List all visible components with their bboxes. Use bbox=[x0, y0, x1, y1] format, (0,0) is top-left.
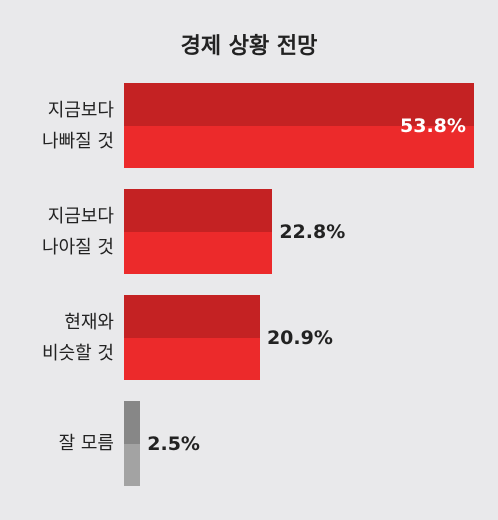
bar bbox=[124, 83, 474, 168]
bar-shade bbox=[124, 189, 273, 232]
bar bbox=[124, 401, 141, 486]
value-label: 2.5% bbox=[147, 432, 200, 455]
bar-shade bbox=[124, 401, 141, 444]
category-label: 지금보다 나아질 것 bbox=[42, 205, 114, 258]
category-label: 현재와 비슷할 것 bbox=[42, 311, 114, 364]
bar-shade bbox=[124, 83, 474, 126]
bar bbox=[124, 189, 273, 274]
value-label: 22.8% bbox=[279, 220, 346, 243]
category-label: 지금보다 나빠질 것 bbox=[42, 99, 114, 152]
category-label: 잘 모름 bbox=[58, 433, 114, 454]
chart-title: 경제 상황 전망 bbox=[180, 34, 318, 59]
value-label: 20.9% bbox=[266, 326, 333, 349]
bar-shade bbox=[124, 295, 260, 338]
value-label: 53.8% bbox=[400, 114, 466, 137]
bar bbox=[124, 295, 260, 380]
